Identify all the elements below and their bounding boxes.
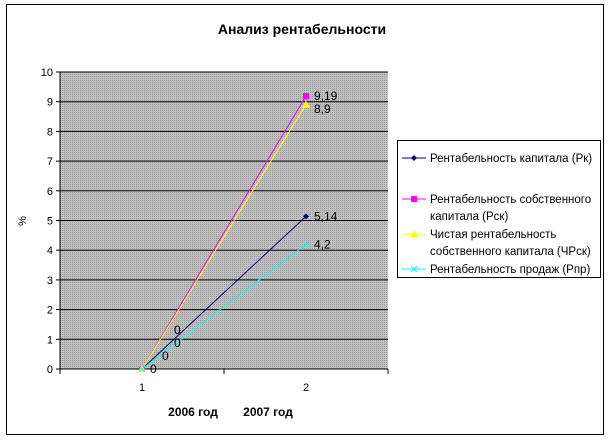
x-tick-label: 1 <box>139 382 145 394</box>
marker-x <box>410 265 418 273</box>
data-label: 0 <box>174 336 181 350</box>
data-label: 0 <box>150 362 157 376</box>
marker-triangle <box>410 230 418 237</box>
y-tick-label: 7 <box>47 156 53 168</box>
data-label: 0 <box>162 349 169 363</box>
y-tick-label: 8 <box>47 126 53 138</box>
legend-label: Рентабельность собственного <box>430 194 591 206</box>
legend-label: Рентабельность капитала (Рк) <box>430 153 592 165</box>
marker-x <box>138 365 146 373</box>
marker-triangle <box>302 100 310 108</box>
series-line <box>141 104 307 370</box>
legend <box>397 140 601 278</box>
y-tick-label: 9 <box>47 97 53 109</box>
y-tick-label: 3 <box>47 275 53 287</box>
legend-label: Рентабельность продаж (Рпр) <box>430 264 590 276</box>
y-tick-label: 0 <box>47 364 53 376</box>
marker-diamond <box>303 213 309 220</box>
data-label: 5,14 <box>314 209 338 223</box>
marker-x <box>302 240 310 248</box>
data-label: 0 <box>174 323 181 337</box>
y-tick-label: 4 <box>47 245 53 257</box>
y-tick-label: 10 <box>41 67 53 79</box>
category-caption: 2007 год <box>243 405 293 419</box>
chart-title: Анализ рентабельности <box>218 21 386 37</box>
data-label: 8,9 <box>314 102 331 116</box>
legend-label: Чистая рентабельность <box>430 229 556 241</box>
series-line <box>141 95 307 370</box>
y-axis-label: % <box>17 216 29 226</box>
marker-diamond <box>411 155 417 161</box>
marker-square <box>411 196 417 202</box>
x-tick-label: 2 <box>303 382 309 394</box>
y-tick-label: 1 <box>47 334 53 346</box>
y-tick-label: 2 <box>47 305 53 317</box>
data-label: 4,2 <box>314 237 331 251</box>
series-line <box>141 243 307 370</box>
series-line <box>141 215 307 370</box>
y-tick-label: 6 <box>47 186 53 198</box>
legend-label: капитала (Рск) <box>430 211 508 223</box>
category-caption: 2006 год <box>168 405 218 419</box>
legend-label: собственного капитала (ЧРск) <box>430 246 591 258</box>
marker-square <box>303 93 309 100</box>
data-label: 9,19 <box>314 89 338 103</box>
y-tick-label: 5 <box>47 216 53 228</box>
